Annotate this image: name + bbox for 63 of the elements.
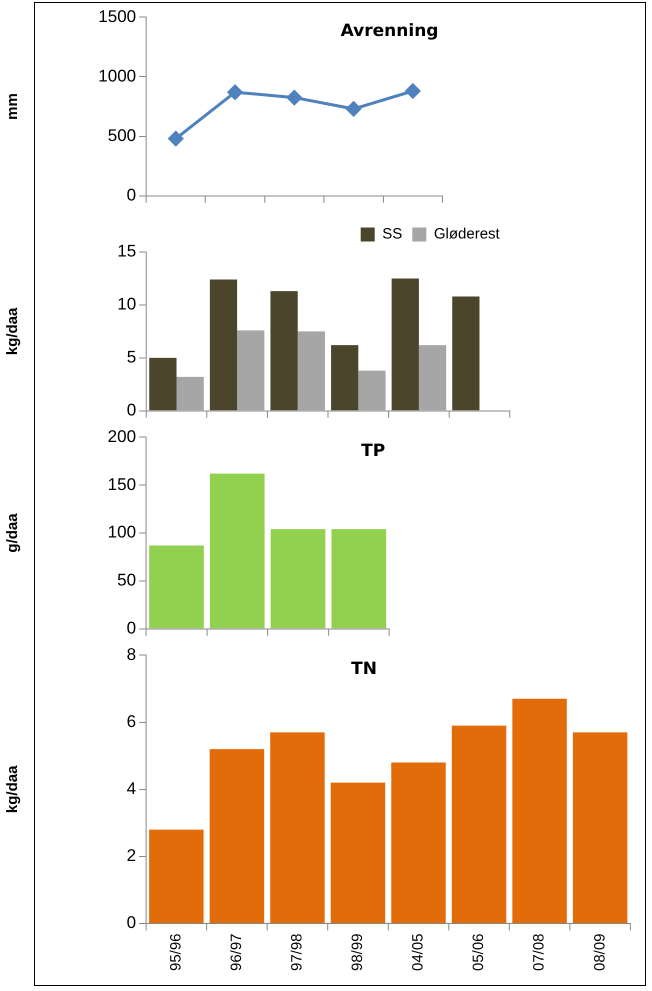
x-tick-label: 07/08 <box>530 933 548 971</box>
bar <box>452 726 506 923</box>
bar <box>572 732 628 923</box>
bar <box>149 545 204 628</box>
y-tick-label: 0 <box>126 400 136 420</box>
y-tick-label: 4 <box>126 779 136 798</box>
bar <box>391 762 446 923</box>
y-tick-label: 0 <box>126 185 136 204</box>
chart-title: TP <box>361 441 386 462</box>
bar <box>331 529 386 628</box>
x-tick-label: 96/97 <box>228 933 246 971</box>
chart-title: Avrenning <box>340 21 438 42</box>
y-axis-title: mm <box>4 93 22 120</box>
y-tick-label: 15 <box>117 242 136 261</box>
bar <box>298 331 325 410</box>
y-tick-label: 100 <box>108 522 136 542</box>
y-tick-label: 150 <box>108 474 136 494</box>
y-axis-title: kg/daa <box>4 307 22 356</box>
y-tick-label: 0 <box>126 618 136 638</box>
bar <box>358 370 386 410</box>
x-tick-label: 08/09 <box>591 933 608 971</box>
x-tick-label: 95/96 <box>168 933 185 971</box>
x-tick-label: 05/06 <box>470 933 488 971</box>
point <box>405 84 420 99</box>
y-tick-label: 2 <box>126 846 136 866</box>
bar <box>418 345 446 410</box>
bar <box>270 529 326 628</box>
y-tick-label: 0 <box>126 913 136 932</box>
bar <box>210 474 265 628</box>
y-axis-title: g/daa <box>4 512 22 553</box>
bar <box>330 782 386 923</box>
bar <box>237 330 264 410</box>
bar <box>512 698 567 923</box>
bar <box>270 732 325 923</box>
y-tick-label: 200 <box>108 426 136 446</box>
bar <box>149 358 177 410</box>
y-tick-label: 10 <box>117 294 136 314</box>
x-tick-label: 98/99 <box>349 933 366 971</box>
x-tick-label: 04/05 <box>410 933 427 971</box>
y-tick-label: 500 <box>108 126 136 145</box>
bar <box>210 749 264 923</box>
bar <box>210 280 238 410</box>
bar <box>331 345 358 410</box>
y-tick-label: 5 <box>126 348 136 367</box>
y-tick-label: 50 <box>117 570 136 590</box>
point <box>346 101 362 116</box>
bar <box>149 830 204 923</box>
y-tick-label: 6 <box>126 712 136 731</box>
legend-label: Gløderest <box>434 226 501 243</box>
point <box>228 84 243 100</box>
bar <box>392 278 419 410</box>
point <box>168 131 184 146</box>
y-tick-label: 1000 <box>98 66 136 86</box>
chart-title: TN <box>351 659 377 680</box>
bar <box>270 291 298 410</box>
point <box>286 90 302 106</box>
y-tick-label: 8 <box>126 644 136 664</box>
y-tick-label: 1500 <box>98 6 136 26</box>
legend-label: SS <box>382 226 402 243</box>
bar <box>452 296 480 410</box>
x-tick-label: 97/98 <box>288 933 306 971</box>
y-axis-title: kg/daa <box>4 764 22 814</box>
bar <box>176 376 204 410</box>
